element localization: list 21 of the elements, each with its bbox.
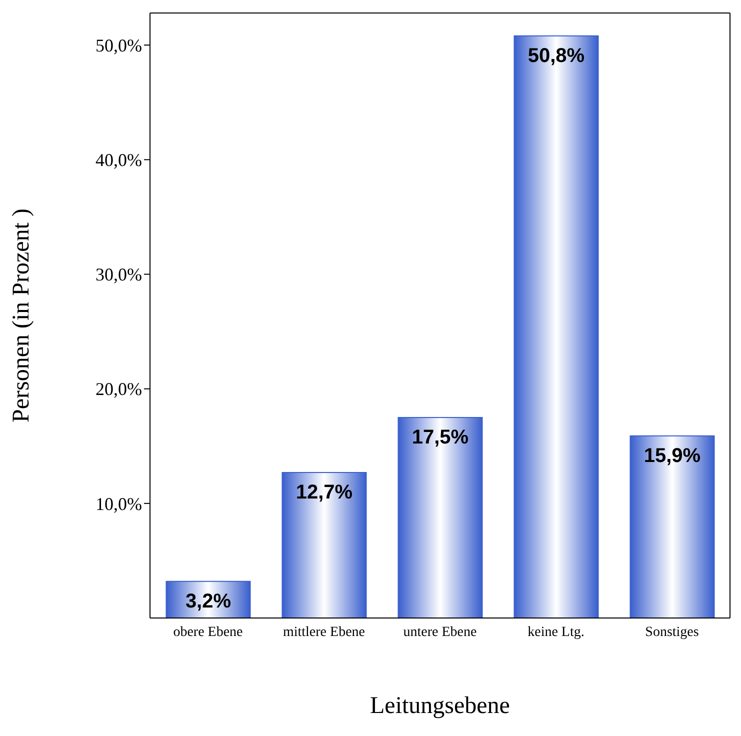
- data-label: 3,2%: [185, 590, 232, 613]
- data-label: 15,9%: [644, 445, 701, 468]
- data-label: 17,5%: [412, 426, 469, 449]
- x-tick-label: Sonstiges: [645, 624, 699, 640]
- y-tick-label: 50,0%: [96, 35, 142, 56]
- x-tick-label: obere Ebene: [173, 624, 243, 640]
- y-tick-label: 10,0%: [96, 494, 142, 514]
- bar: [630, 435, 715, 618]
- x-tick-label: mittlere Ebene: [282, 624, 366, 640]
- data-label: 50,8%: [528, 45, 585, 68]
- bar: [398, 416, 483, 618]
- bar: [514, 35, 599, 618]
- y-axis-title: Personen (in Prozent ): [8, 208, 35, 422]
- x-tick-label: keine Ltg.: [528, 624, 584, 640]
- x-axis-title: Leitungsebene: [370, 693, 510, 719]
- data-label: 12,7%: [296, 482, 353, 504]
- y-tick-label: 40,0%: [96, 150, 142, 170]
- bar: [282, 472, 367, 618]
- y-tick-label: 30,0%: [96, 264, 142, 285]
- x-tick-label: untere Ebene: [403, 624, 477, 640]
- y-tick-label: 20,0%: [96, 379, 142, 400]
